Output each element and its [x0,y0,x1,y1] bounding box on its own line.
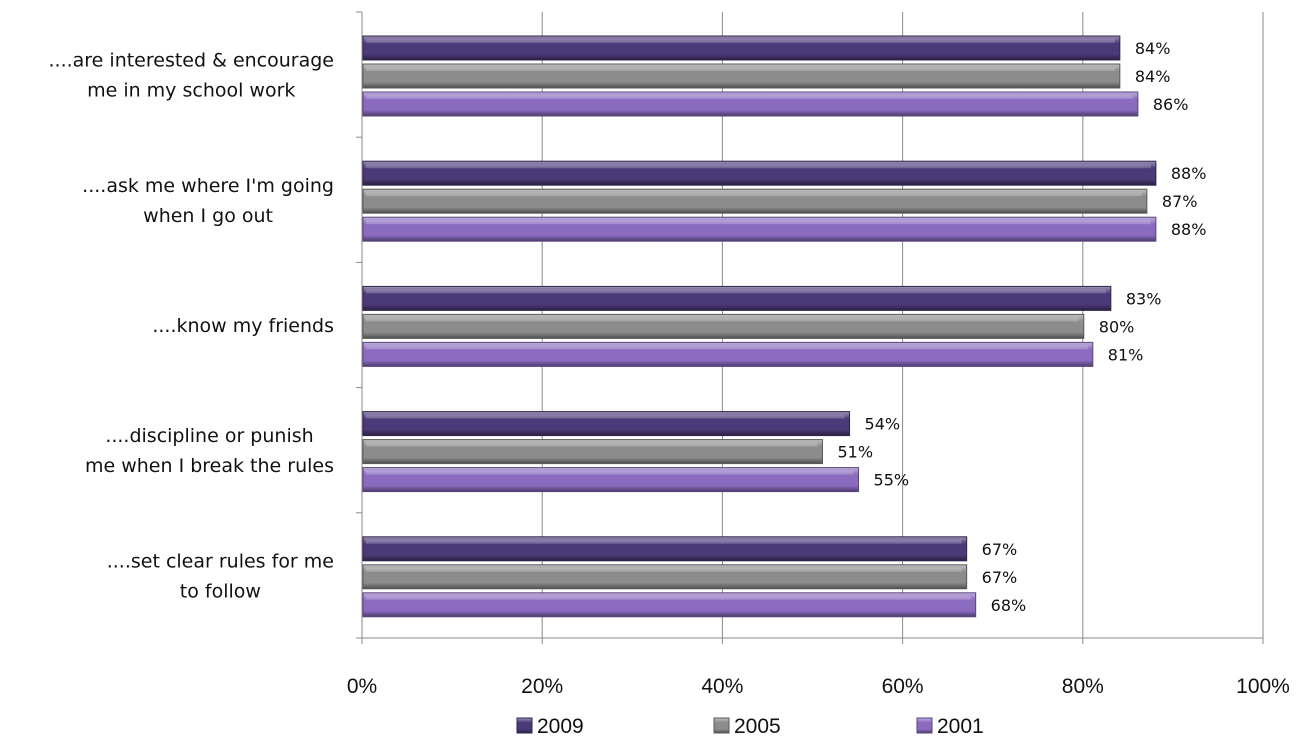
value-label-2009-cat2: 83% [1126,289,1162,308]
bar-2005-cat4 [362,564,968,590]
value-label-2009-cat1: 88% [1171,164,1207,183]
bar-highlight [366,442,818,447]
value-label-2005-cat2: 80% [1099,317,1135,336]
legend-swatch-2005 [713,717,730,734]
bar-2009-cat2 [362,285,1112,311]
value-label-2001-cat1: 88% [1171,220,1207,239]
value-label-2005-cat3: 51% [838,443,874,462]
legend: 2009 2005 2001 [516,715,984,738]
x-tick-label: 100% [1236,675,1290,698]
bar-2001-cat4 [362,592,977,618]
bar-2009-cat3 [362,411,851,437]
axes [356,11,1264,644]
bar-2009-cat1 [362,160,1157,186]
bar-2001-cat2 [362,341,1094,367]
bars [362,35,1157,618]
legend-label-2005: 2005 [734,715,781,738]
bar-2001-cat1 [362,216,1157,242]
bar-2001-cat0 [362,91,1139,117]
category-label-0: ....are interested & encourage me in my s… [48,50,334,102]
category-label-4: ....set clear rules for me to follow [107,550,334,602]
bar-2005-cat3 [362,439,824,465]
x-tick-label: 20% [521,675,563,698]
value-label-2001-cat4: 68% [991,596,1027,615]
bar-highlight [366,595,971,600]
x-tick-label: 80% [1062,675,1104,698]
bar-highlight [366,220,1151,225]
bar-highlight [366,67,1115,71]
value-label-2005-cat4: 67% [982,568,1018,587]
x-tick-label: 0% [347,675,377,698]
category-label-3: ....discipline or punish me when I break … [85,425,334,477]
bar-highlight [366,192,1142,197]
legend-swatch-2001 [916,717,933,734]
legend-label-2009: 2009 [537,715,584,738]
x-tick-label: 60% [882,675,924,698]
legend-swatch-2009 [516,717,533,734]
bar-highlight [366,345,1088,350]
category-label-2: ....know my friends [152,315,334,337]
category-label-1: ....ask me where I'm going when I go out [82,175,334,227]
bar-highlight [366,414,845,419]
value-label-2001-cat3: 55% [874,471,910,490]
bar-highlight [366,39,1115,43]
value-label-2005-cat1: 87% [1162,192,1198,211]
labels: 0% 20% 40% 60% 80% 100% 84% 84% 86% ....are inter… [48,39,1289,698]
bar-2005-cat2 [362,313,1085,339]
legend-label-2001: 2001 [937,715,984,738]
value-label-2009-cat0: 84% [1135,39,1171,58]
bar-highlight [366,317,1079,322]
bar-2009-cat4 [362,536,968,562]
bar-2005-cat1 [362,188,1148,214]
bar-2001-cat3 [362,467,860,493]
bar-highlight [366,470,854,475]
bar-highlight [366,289,1106,294]
value-label-2009-cat3: 54% [865,415,901,434]
bar-highlight [366,539,962,544]
bar-highlight [366,164,1151,169]
bar-highlight [366,567,962,572]
bar-2009-cat0 [362,35,1121,61]
value-label-2009-cat4: 67% [982,540,1018,559]
bar-highlight [366,95,1133,99]
value-label-2001-cat0: 86% [1153,95,1189,114]
value-label-2001-cat2: 81% [1108,345,1144,364]
x-tick-label: 40% [701,675,743,698]
value-label-2005-cat0: 84% [1135,67,1171,86]
bar-2005-cat0 [362,63,1121,89]
